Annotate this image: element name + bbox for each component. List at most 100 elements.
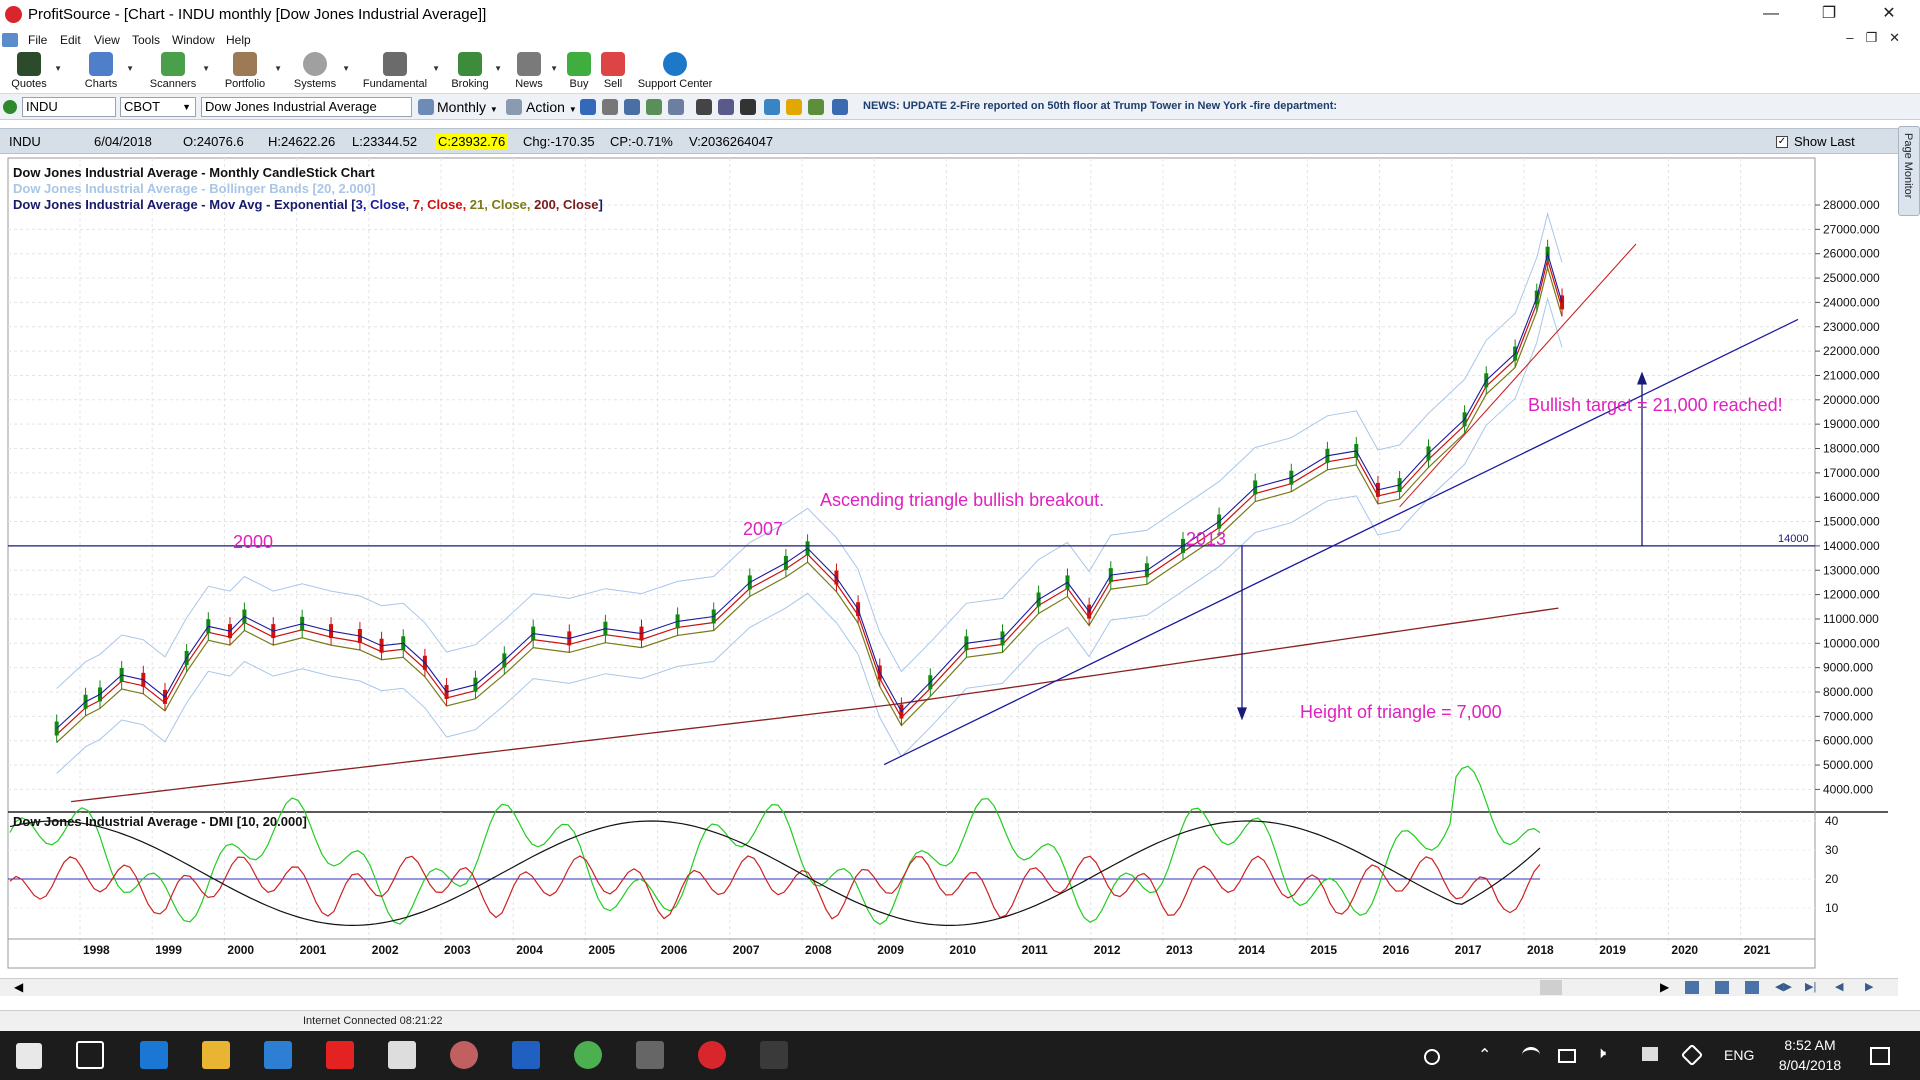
system-clock[interactable]: 8:52 AM 8/04/2018	[1778, 1037, 1842, 1073]
buy-button[interactable]: Buy	[566, 50, 592, 92]
calculator-icon[interactable]	[388, 1041, 416, 1069]
zoom-in-icon[interactable]	[1685, 981, 1699, 994]
camera-icon[interactable]	[636, 1041, 664, 1069]
price-chart[interactable]: 4000.000 5000.000 6000.000 7000.000 8000.000…	[0, 155, 1898, 990]
restore-icon[interactable]: ❐	[1821, 5, 1837, 22]
task-view-icon[interactable]	[76, 1041, 104, 1069]
ema-200-line	[71, 607, 1559, 803]
menu-tools[interactable]: Tools	[132, 33, 161, 47]
go-icon[interactable]	[3, 100, 17, 114]
ema-7-line	[56, 257, 1563, 735]
broking-button[interactable]: Broking ▼	[450, 50, 502, 92]
tools-icon[interactable]	[696, 99, 712, 115]
sell-icon	[601, 52, 625, 76]
chevron-down-icon[interactable]: ▼	[126, 64, 134, 73]
chevron-down-icon[interactable]: ▼	[274, 64, 282, 73]
support-center-button[interactable]: Support Center	[636, 50, 714, 92]
systems-button[interactable]: Systems ▼	[292, 50, 350, 92]
show-last-checkbox[interactable]: ✓	[1776, 136, 1788, 148]
print-icon[interactable]	[624, 99, 640, 115]
quote-change: Chg:-170.35	[523, 134, 595, 149]
chrome-icon[interactable]	[574, 1041, 602, 1069]
close-icon[interactable]: ✕	[1882, 5, 1896, 22]
chart-area[interactable]: 4000.000 5000.000 6000.000 7000.000 8000.000…	[0, 155, 1898, 990]
nav-last-icon[interactable]: ▶|	[1805, 981, 1817, 993]
go-app-icon[interactable]	[760, 1041, 788, 1069]
quote-date: 6/04/2018	[94, 134, 152, 149]
windows-start-icon[interactable]	[16, 1043, 42, 1069]
news-ticker[interactable]: NEWS: UPDATE 2-Fire reported on 50th flo…	[863, 100, 1338, 112]
people-icon[interactable]	[1424, 1049, 1440, 1065]
menu-bar: File Edit View Tools Window Help –❐✕	[0, 30, 1920, 50]
scroll-right-icon[interactable]: ▶	[1660, 980, 1670, 994]
sell-button[interactable]: Sell	[600, 50, 626, 92]
price-tick-label: 12000.000	[1823, 588, 1880, 602]
cursor-icon[interactable]	[740, 99, 756, 115]
charts-button[interactable]: Charts ▼	[80, 50, 134, 92]
symbol-bar: INDU CBOT ▼ Dow Jones Industrial Average …	[0, 93, 1920, 120]
edge-icon[interactable]	[140, 1041, 168, 1069]
chevron-down-icon[interactable]: ▼	[432, 64, 440, 73]
chevron-down-icon[interactable]: ▼	[494, 64, 502, 73]
chevron-up-icon[interactable]: ⌃	[1478, 1047, 1492, 1064]
settings-icon[interactable]	[602, 99, 618, 115]
menu-file[interactable]: File	[28, 33, 48, 47]
nav-prev-icon[interactable]: ◀	[1835, 981, 1844, 993]
volume-icon[interactable]: 🕨	[1596, 1045, 1607, 1062]
portfolio-button[interactable]: Portfolio ▼	[220, 50, 282, 92]
fundamental-button[interactable]: Fundamental ▼	[362, 50, 440, 92]
store-icon[interactable]	[264, 1041, 292, 1069]
language-indicator[interactable]: ENG	[1724, 1047, 1755, 1063]
scroll-thumb[interactable]	[1540, 980, 1562, 995]
idea-icon[interactable]	[764, 99, 780, 115]
news-button[interactable]: News ▼	[512, 50, 558, 92]
chevron-down-icon[interactable]: ▼	[550, 64, 558, 73]
scanners-button[interactable]: Scanners ▼	[148, 50, 210, 92]
news-flag-icon[interactable]	[832, 99, 848, 115]
exchange-select[interactable]: CBOT ▼	[120, 97, 196, 117]
marker-icon[interactable]	[808, 99, 824, 115]
security-name-field[interactable]: Dow Jones Industrial Average	[201, 97, 412, 117]
pen-icon[interactable]	[1680, 1043, 1704, 1067]
template-icon[interactable]	[668, 99, 684, 115]
drawing-icon[interactable]	[718, 99, 734, 115]
horizontal-scrollbar[interactable]: ◀ ▶ ◀▶ ▶| ◀ ▶	[0, 978, 1898, 996]
quotes-button[interactable]: Quotes ▼	[8, 50, 62, 92]
chevron-down-icon[interactable]: ▼	[342, 64, 350, 73]
nav-next-icon[interactable]: ▶	[1865, 981, 1874, 993]
year-tick-label: 1998	[83, 943, 110, 957]
period-dropdown[interactable]: Monthly ▼	[437, 99, 498, 115]
menu-view[interactable]: View	[94, 33, 120, 47]
zoom-out-icon[interactable]	[1715, 981, 1729, 994]
price-tick-label: 15000.000	[1823, 515, 1880, 529]
menu-help[interactable]: Help	[226, 33, 251, 47]
symbol-input[interactable]: INDU	[22, 97, 116, 117]
kindle-icon[interactable]	[326, 1041, 354, 1069]
year-tick-label: 2007	[733, 943, 760, 957]
mdi-window-controls[interactable]: –❐✕	[1846, 30, 1912, 45]
action-center-icon[interactable]	[1870, 1047, 1890, 1065]
profitsource-taskbar-icon[interactable]	[698, 1041, 726, 1069]
dmi-tick-label: 30	[1825, 843, 1839, 857]
wifi-icon[interactable]	[1522, 1047, 1540, 1063]
file-explorer-icon[interactable]	[202, 1041, 230, 1069]
menu-window[interactable]: Window	[172, 33, 215, 47]
chevron-down-icon[interactable]: ▼	[54, 64, 62, 73]
page-monitor-tab[interactable]: Page Monitor	[1898, 126, 1920, 216]
indicator-icon[interactable]	[646, 99, 662, 115]
menu-edit[interactable]: Edit	[60, 33, 81, 47]
save-icon[interactable]	[580, 99, 596, 115]
battery-icon[interactable]	[1558, 1049, 1576, 1063]
nav-first-icon[interactable]: ◀▶	[1775, 981, 1792, 993]
zoom-fit-icon[interactable]	[1745, 981, 1759, 994]
paint-icon[interactable]	[450, 1041, 478, 1069]
star-icon[interactable]	[786, 99, 802, 115]
year-tick-label: 2020	[1671, 943, 1698, 957]
defender-icon[interactable]	[512, 1041, 540, 1069]
minimize-icon[interactable]: —	[1763, 5, 1779, 22]
chevron-down-icon[interactable]: ▼	[202, 64, 210, 73]
year-tick-label: 2011	[1022, 943, 1048, 957]
scroll-left-icon[interactable]: ◀	[14, 980, 24, 994]
dropbox-icon[interactable]	[1642, 1047, 1658, 1061]
action-dropdown[interactable]: Action ▼	[526, 99, 577, 115]
